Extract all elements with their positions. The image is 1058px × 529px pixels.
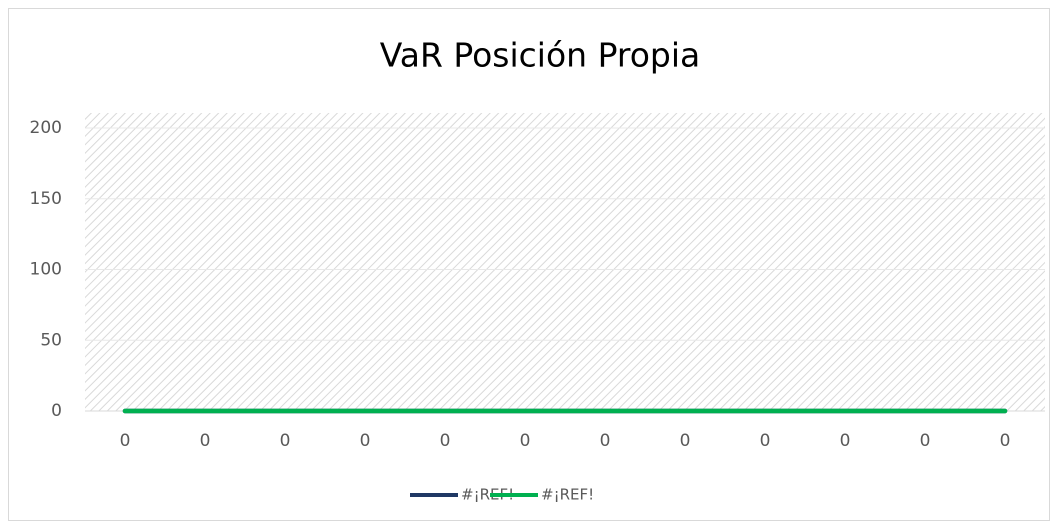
legend-label: #¡REF! (541, 486, 594, 504)
x-tick-label: 0 (520, 431, 531, 451)
x-tick-label: 0 (840, 431, 851, 451)
y-tick-label: 200 (30, 118, 62, 138)
y-tick-label: 0 (51, 401, 62, 421)
plot-area (85, 113, 1045, 411)
x-tick-label: 0 (680, 431, 691, 451)
x-tick-label: 0 (200, 431, 211, 451)
legend-label: #¡REF! (461, 486, 514, 504)
y-tick-label: 150 (30, 189, 62, 209)
y-tick-label: 50 (40, 330, 62, 350)
x-tick-label: 0 (920, 431, 931, 451)
x-tick-label: 0 (360, 431, 371, 451)
x-tick-label: 0 (600, 431, 611, 451)
chart-title: VaR Posición Propia (380, 36, 701, 75)
x-tick-label: 0 (760, 431, 771, 451)
x-tick-label: 0 (280, 431, 291, 451)
x-tick-label: 0 (120, 431, 131, 451)
x-tick-label: 0 (1000, 431, 1011, 451)
x-tick-label: 0 (440, 431, 451, 451)
y-tick-label: 100 (30, 260, 62, 280)
